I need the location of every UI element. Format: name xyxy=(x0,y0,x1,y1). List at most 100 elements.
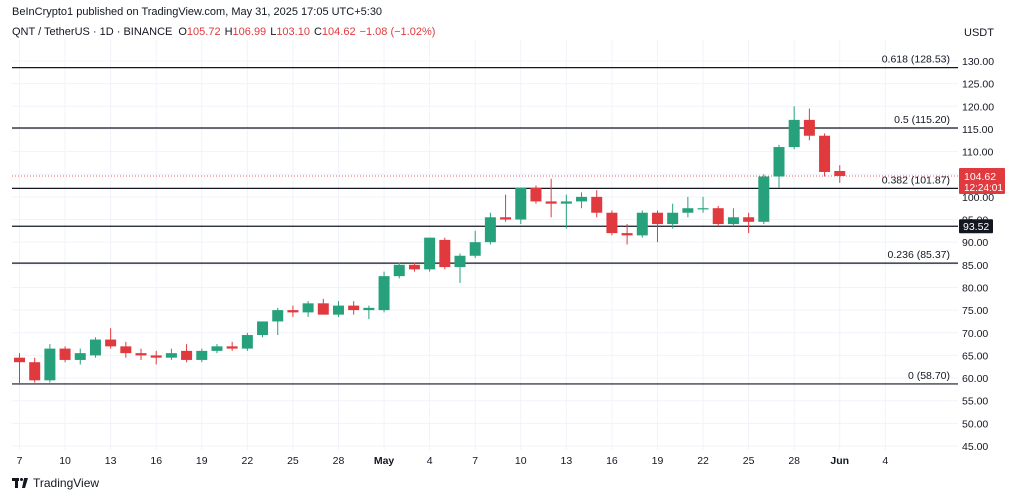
x-tick-label: 28 xyxy=(333,455,345,467)
fib-level-label: 0.382 (101.87) xyxy=(882,174,950,186)
x-tick-label: 13 xyxy=(105,455,117,467)
fib-level-label: 0.5 (115.20) xyxy=(894,114,950,126)
x-tick-label: 25 xyxy=(287,455,299,467)
last-price-tag xyxy=(959,167,1005,194)
high-value: 106.99 xyxy=(232,26,267,38)
candle-down xyxy=(651,212,663,225)
candle-down xyxy=(120,346,132,354)
last-price-value: 104.62 xyxy=(964,171,996,183)
x-tick-label: 4 xyxy=(427,455,433,467)
candle-down xyxy=(712,208,724,225)
currency-label[interactable]: USDT xyxy=(964,27,994,39)
y-tick-label: 80.00 xyxy=(962,282,988,294)
candle-down xyxy=(181,350,193,360)
y-tick-label: 60.00 xyxy=(962,373,988,385)
symbol-name[interactable]: QNT / TetherUS · 1D · BINANCE xyxy=(12,26,173,38)
candle-up xyxy=(667,212,679,225)
candle-down xyxy=(803,119,815,136)
support-level-value: 93.52 xyxy=(963,221,989,233)
candle-up xyxy=(484,217,496,243)
y-tick-label: 85.00 xyxy=(962,260,988,272)
y-tick-label: 100.00 xyxy=(962,192,994,204)
candle-up xyxy=(424,237,436,270)
change-value: −1.08 (−1.02%) xyxy=(359,26,436,38)
candle-down xyxy=(591,196,603,213)
candle-up xyxy=(74,353,86,360)
candle-up xyxy=(560,201,572,204)
candle-down xyxy=(287,310,299,313)
open-value: 105.72 xyxy=(186,26,221,38)
x-tick-label: 7 xyxy=(472,455,478,467)
x-tick-label: 19 xyxy=(652,455,664,467)
candle-up xyxy=(363,307,375,311)
tradingview-logo[interactable]: TradingView xyxy=(12,476,99,490)
y-tick-label: 50.00 xyxy=(962,418,988,430)
symbol-info-bar[interactable]: QNT / TetherUS · 1D · BINANCE O 105.72 H… xyxy=(12,26,435,38)
candle-up xyxy=(332,305,344,315)
y-tick-label: 125.00 xyxy=(962,79,994,91)
candle-up xyxy=(165,353,177,358)
x-tick-label: Jun xyxy=(830,455,849,467)
candle-down xyxy=(105,339,117,347)
candle-down xyxy=(606,212,618,234)
close-value: 104.62 xyxy=(321,26,356,38)
candle-down xyxy=(621,233,633,236)
y-tick-label: 45.00 xyxy=(962,441,988,453)
y-tick-label: 90.00 xyxy=(962,237,988,249)
open-key: O xyxy=(178,26,187,38)
candle-up xyxy=(241,335,253,349)
x-tick-label: 10 xyxy=(515,455,527,467)
candle-down xyxy=(545,201,557,204)
candle-up xyxy=(682,208,694,213)
candle-up xyxy=(636,212,648,236)
candle-down xyxy=(834,170,846,176)
countdown-value: 12:24:01 xyxy=(964,183,1003,194)
tradingview-logo-icon xyxy=(12,478,28,488)
candle-up xyxy=(89,339,101,356)
candle-up xyxy=(196,350,208,360)
candle-down xyxy=(500,217,512,220)
candle-down xyxy=(59,348,71,360)
fib-level-label: 0.236 (85.37) xyxy=(888,249,950,261)
y-tick-label: 115.00 xyxy=(962,124,993,136)
candle-up xyxy=(773,147,785,177)
candle-down xyxy=(150,355,162,358)
x-tick-label: 16 xyxy=(606,455,618,467)
candle-down xyxy=(743,217,755,222)
low-key: L xyxy=(270,26,277,38)
candle-up xyxy=(393,264,405,277)
x-tick-label: 7 xyxy=(17,455,23,467)
x-tick-label: 22 xyxy=(242,455,254,467)
x-tick-label: 10 xyxy=(59,455,71,467)
candle-down xyxy=(226,346,238,349)
candle-up xyxy=(515,187,527,220)
candle-up xyxy=(788,119,800,148)
candle-up xyxy=(454,255,466,268)
candle-down xyxy=(135,353,147,356)
x-tick-label: May xyxy=(374,455,395,467)
support-level-tag xyxy=(959,219,993,234)
candle-up xyxy=(576,196,588,202)
y-tick-label: 55.00 xyxy=(962,396,988,408)
candle-up xyxy=(697,208,709,210)
candle-up xyxy=(44,348,56,381)
candle-up xyxy=(727,217,739,225)
publisher-line: BeInCrypto1 published on TradingView.com… xyxy=(12,6,383,18)
x-tick-label: 19 xyxy=(196,455,208,467)
x-tick-label: 28 xyxy=(788,455,800,467)
candle-down xyxy=(530,187,542,202)
candle-up xyxy=(257,321,269,336)
x-tick-label: 13 xyxy=(560,455,572,467)
fib-level-label: 0 (58.70) xyxy=(908,370,950,382)
y-tick-label: 120.00 xyxy=(962,101,994,113)
x-tick-label: 22 xyxy=(697,455,709,467)
x-tick-label: 4 xyxy=(882,455,888,467)
candle-up xyxy=(211,346,223,351)
candle-up xyxy=(378,276,390,311)
candle-down xyxy=(819,135,831,172)
x-tick-label: 16 xyxy=(150,455,162,467)
tradingview-brand: TradingView xyxy=(33,476,100,490)
low-value: 103.10 xyxy=(276,26,310,38)
high-key: H xyxy=(224,26,233,38)
